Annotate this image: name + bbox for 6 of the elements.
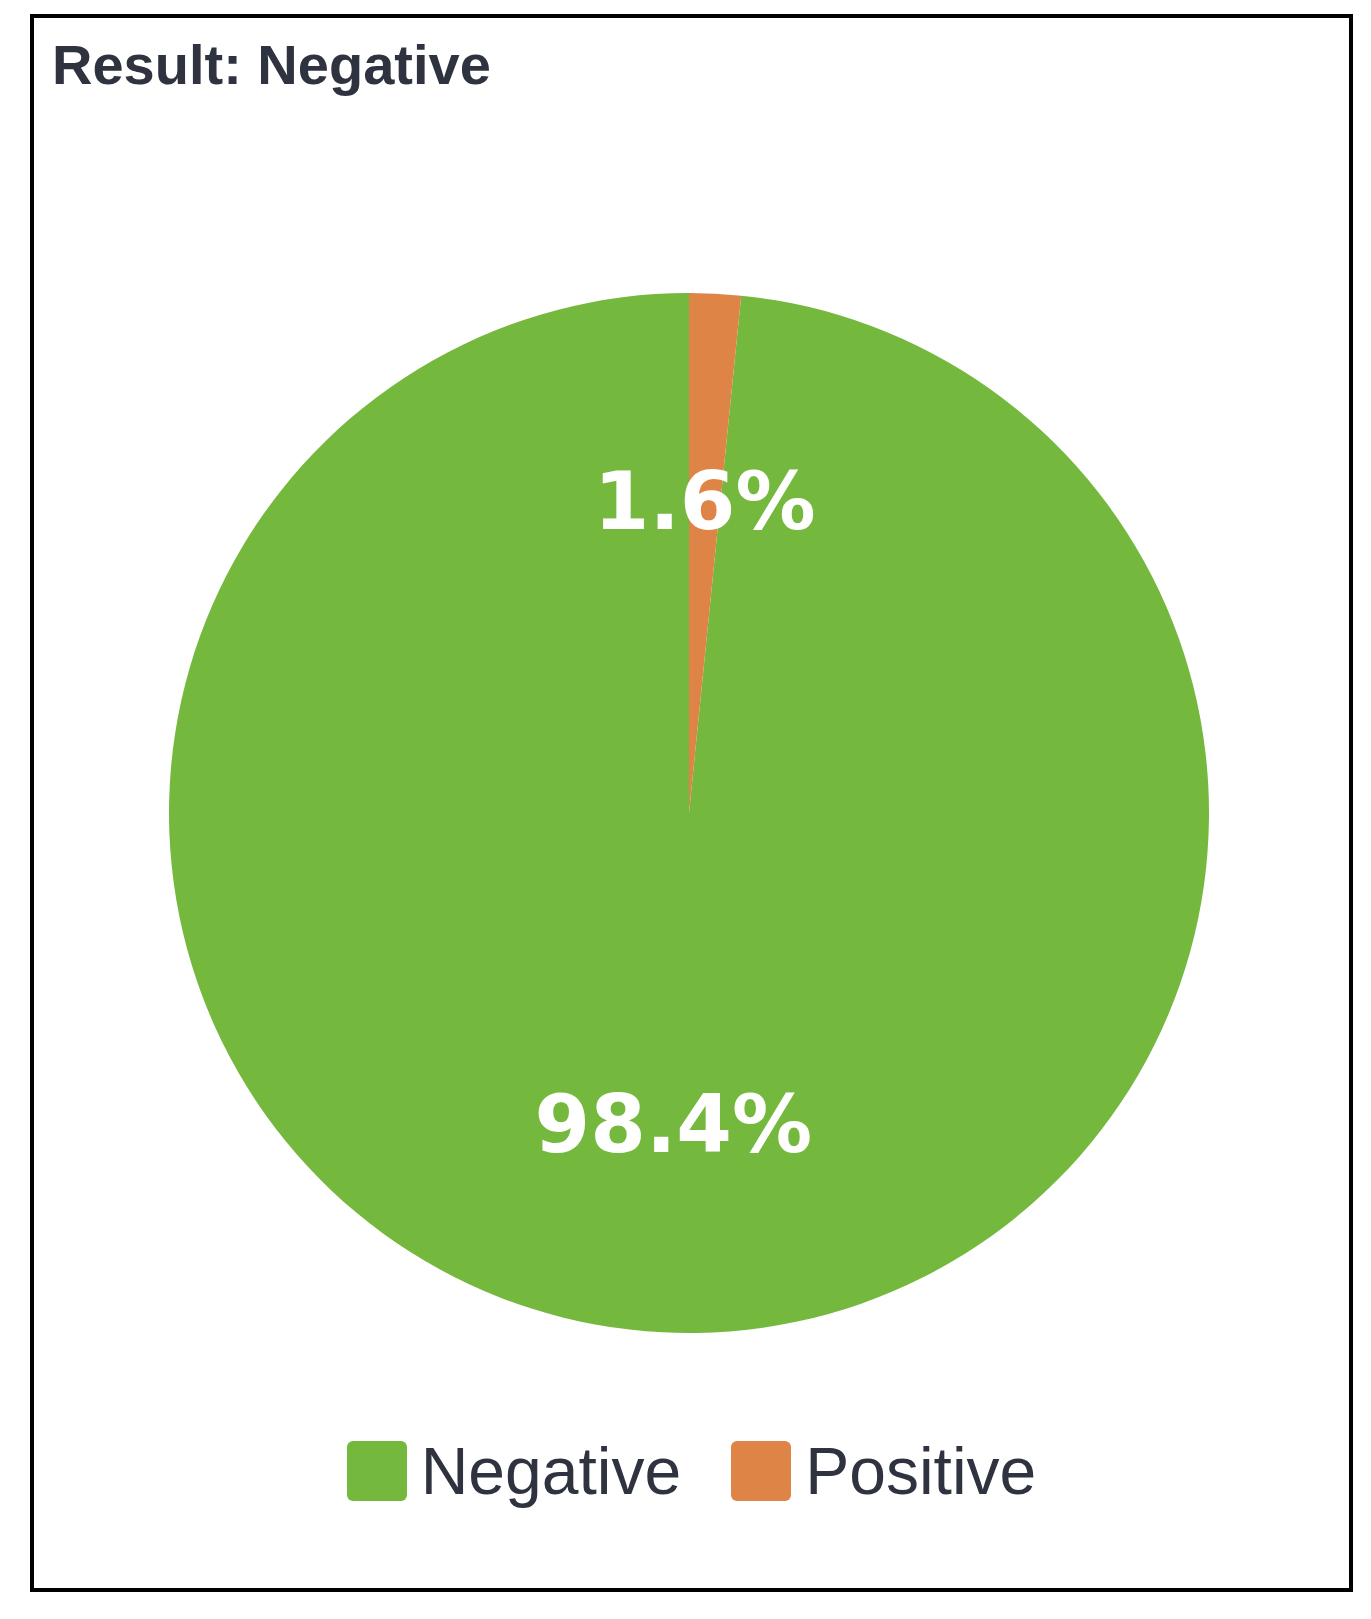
pie-slice <box>169 293 1209 1333</box>
legend-label: Negative <box>420 1433 682 1509</box>
data-label: 98.4% <box>534 1078 813 1172</box>
data-label: 1.6% <box>593 454 816 548</box>
chart-title: Result: Negative <box>52 32 491 97</box>
legend-label: Positive <box>805 1433 1037 1509</box>
